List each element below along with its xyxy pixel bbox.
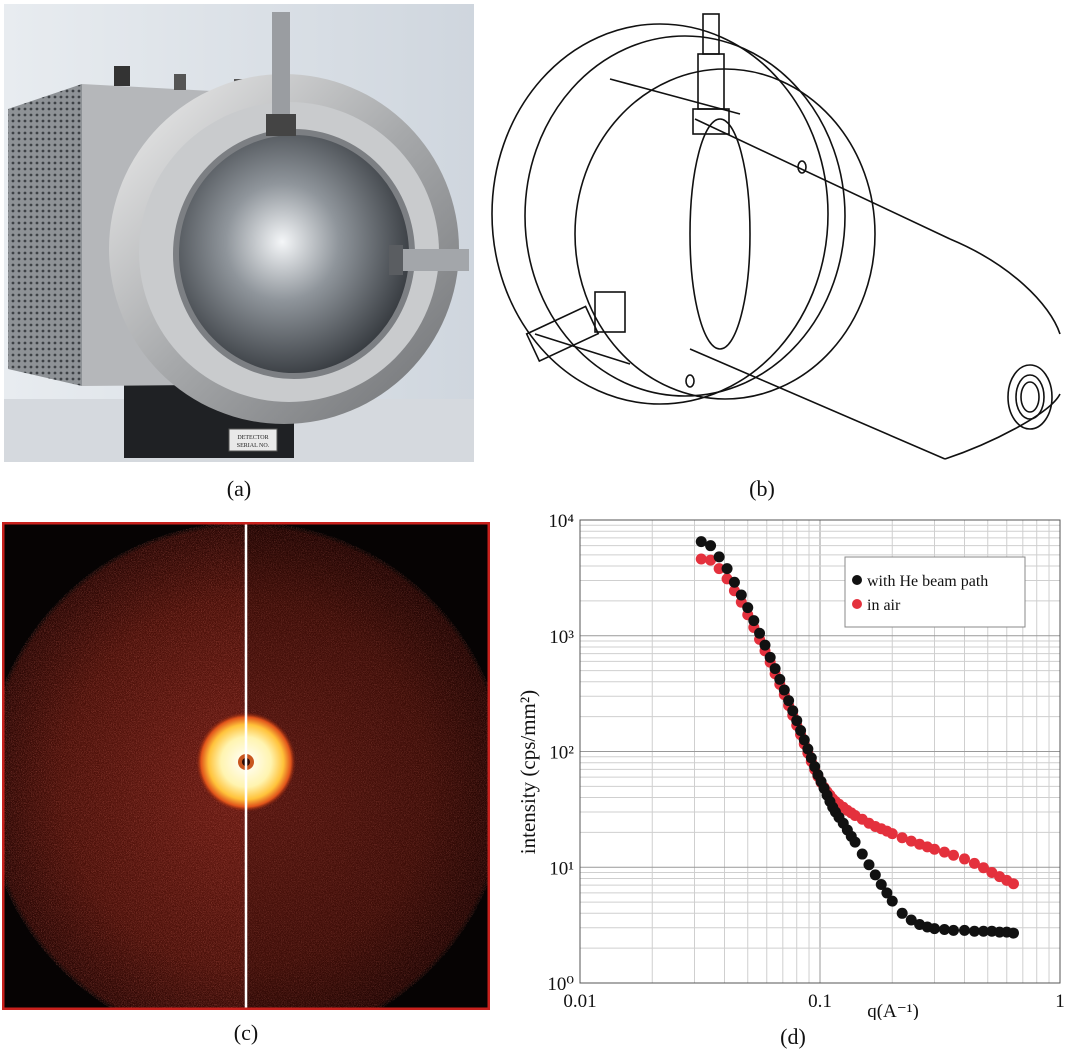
point-he-beam-path — [769, 663, 781, 675]
panel-a-detector-photo: DETECTOR SERIAL NO. (a) — [4, 4, 474, 501]
point-he-beam-path — [863, 859, 875, 871]
point-he-beam-path — [849, 836, 861, 848]
point-he-beam-path — [783, 695, 795, 707]
point-he-beam-path — [695, 536, 707, 548]
caption-d: (d) — [780, 1024, 806, 1049]
y-tick-label: 10³ — [549, 627, 574, 648]
point-in-air — [1007, 878, 1019, 890]
chart-grid — [579, 520, 1060, 984]
legend-marker-he — [852, 575, 862, 585]
point-he-beam-path — [735, 589, 747, 601]
point-he-beam-path — [805, 752, 817, 764]
point-he-beam-path — [1007, 927, 1019, 939]
point-in-air — [938, 846, 950, 858]
point-in-air — [977, 862, 989, 874]
point-he-beam-path — [713, 551, 725, 563]
caption-b: (b) — [749, 476, 775, 501]
point-he-beam-path — [759, 639, 771, 651]
point-he-beam-path — [948, 924, 960, 936]
point-he-beam-path — [856, 848, 868, 860]
point-in-air — [713, 563, 725, 575]
point-in-air — [886, 828, 898, 840]
x-axis-label: q(A⁻¹) — [867, 1001, 919, 1020]
point-he-beam-path — [802, 743, 814, 755]
panel-d-intensity-chart: 0.01 0.1 1 10⁰ 10¹ 10² 10³ 10⁴ intensity (cps/m… — [505, 500, 1080, 1053]
point-he-beam-path — [728, 576, 740, 588]
point-in-air — [695, 553, 707, 565]
point-he-beam-path — [795, 724, 807, 736]
point-he-beam-path — [787, 705, 799, 717]
x-tick-label: 0.01 — [563, 991, 596, 1012]
point-he-beam-path — [778, 684, 790, 696]
x-tick-label: 0.1 — [808, 991, 832, 1012]
point-in-air — [896, 832, 908, 844]
scattering-pattern-image — [0, 521, 508, 1046]
data-points — [695, 536, 1019, 939]
x-tick-label: 1 — [1055, 991, 1065, 1012]
caption-a: (a) — [226, 476, 252, 501]
point-in-air — [905, 835, 917, 847]
point-in-air — [968, 857, 980, 869]
point-he-beam-path — [748, 615, 760, 627]
point-he-beam-path — [905, 914, 917, 926]
axis-ticks: 0.01 0.1 1 10⁰ 10¹ 10² 10³ 10⁴ — [547, 511, 1064, 1012]
plot-frame — [579, 519, 1061, 984]
point-he-beam-path — [774, 673, 786, 685]
legend: with He beam path in air — [844, 556, 1026, 628]
point-in-air — [929, 843, 941, 855]
point-he-beam-path — [929, 923, 941, 935]
point-he-beam-path — [958, 924, 970, 936]
detector-line-drawing — [491, 13, 1061, 460]
point-he-beam-path — [881, 887, 893, 899]
point-he-beam-path — [875, 878, 887, 890]
panel-b-detector-drawing: (b) — [490, 4, 1076, 501]
y-tick-label: 10¹ — [549, 858, 574, 879]
point-he-beam-path — [705, 540, 717, 552]
detector-photo-image: DETECTOR SERIAL NO. — [4, 4, 474, 462]
intensity-chart: 0.01 0.1 1 10⁰ 10¹ 10² 10³ 10⁴ intensity (cps/m… — [516, 511, 1065, 1022]
point-he-beam-path — [754, 627, 766, 639]
legend-label-he: with He beam path — [867, 573, 988, 590]
point-he-beam-path — [896, 907, 908, 919]
legend-marker-air — [852, 599, 862, 609]
point-in-air — [958, 853, 970, 865]
point-he-beam-path — [721, 563, 733, 575]
y-tick-label: 10⁴ — [548, 511, 574, 532]
point-he-beam-path — [938, 923, 950, 935]
point-he-beam-path — [977, 925, 989, 937]
y-tick-label: 10² — [549, 743, 574, 764]
legend-label-air: in air — [867, 597, 901, 614]
point-in-air — [948, 849, 960, 861]
y-tick-label: 10⁰ — [547, 974, 574, 995]
point-he-beam-path — [742, 602, 754, 614]
point-he-beam-path — [791, 715, 803, 727]
label-plate-line-1: DETECTOR — [237, 435, 268, 441]
caption-c: (c) — [233, 1020, 259, 1045]
y-axis-label: intensity (cps/mm²) — [516, 690, 540, 854]
point-he-beam-path — [968, 925, 980, 937]
point-he-beam-path — [886, 895, 898, 907]
panel-c-detector-image: (c) — [0, 521, 508, 1046]
point-he-beam-path — [764, 651, 776, 663]
point-in-air — [705, 554, 717, 566]
point-he-beam-path — [869, 869, 881, 881]
label-plate-line-2: SERIAL NO. — [237, 443, 270, 449]
point-he-beam-path — [798, 734, 810, 746]
